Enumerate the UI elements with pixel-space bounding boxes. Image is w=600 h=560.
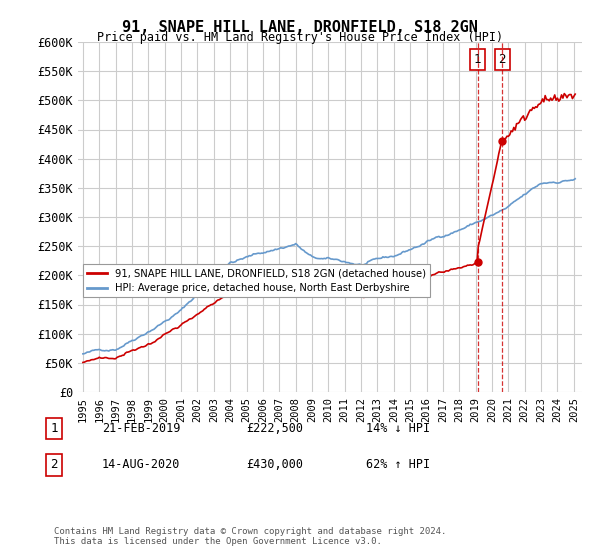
Text: £222,500: £222,500 — [246, 422, 303, 435]
Text: £430,000: £430,000 — [246, 458, 303, 472]
Text: 2: 2 — [499, 53, 506, 66]
Text: 91, SNAPE HILL LANE, DRONFIELD, S18 2GN: 91, SNAPE HILL LANE, DRONFIELD, S18 2GN — [122, 20, 478, 35]
Text: 21-FEB-2019: 21-FEB-2019 — [102, 422, 181, 435]
Text: 1: 1 — [50, 422, 58, 435]
Text: Contains HM Land Registry data © Crown copyright and database right 2024.
This d: Contains HM Land Registry data © Crown c… — [54, 526, 446, 546]
Text: 14% ↓ HPI: 14% ↓ HPI — [366, 422, 430, 435]
Text: 1: 1 — [474, 53, 481, 66]
Text: 2: 2 — [50, 458, 58, 472]
Text: 62% ↑ HPI: 62% ↑ HPI — [366, 458, 430, 472]
Legend: 91, SNAPE HILL LANE, DRONFIELD, S18 2GN (detached house), HPI: Average price, de: 91, SNAPE HILL LANE, DRONFIELD, S18 2GN … — [83, 264, 430, 297]
Text: 14-AUG-2020: 14-AUG-2020 — [102, 458, 181, 472]
Text: Price paid vs. HM Land Registry's House Price Index (HPI): Price paid vs. HM Land Registry's House … — [97, 31, 503, 44]
